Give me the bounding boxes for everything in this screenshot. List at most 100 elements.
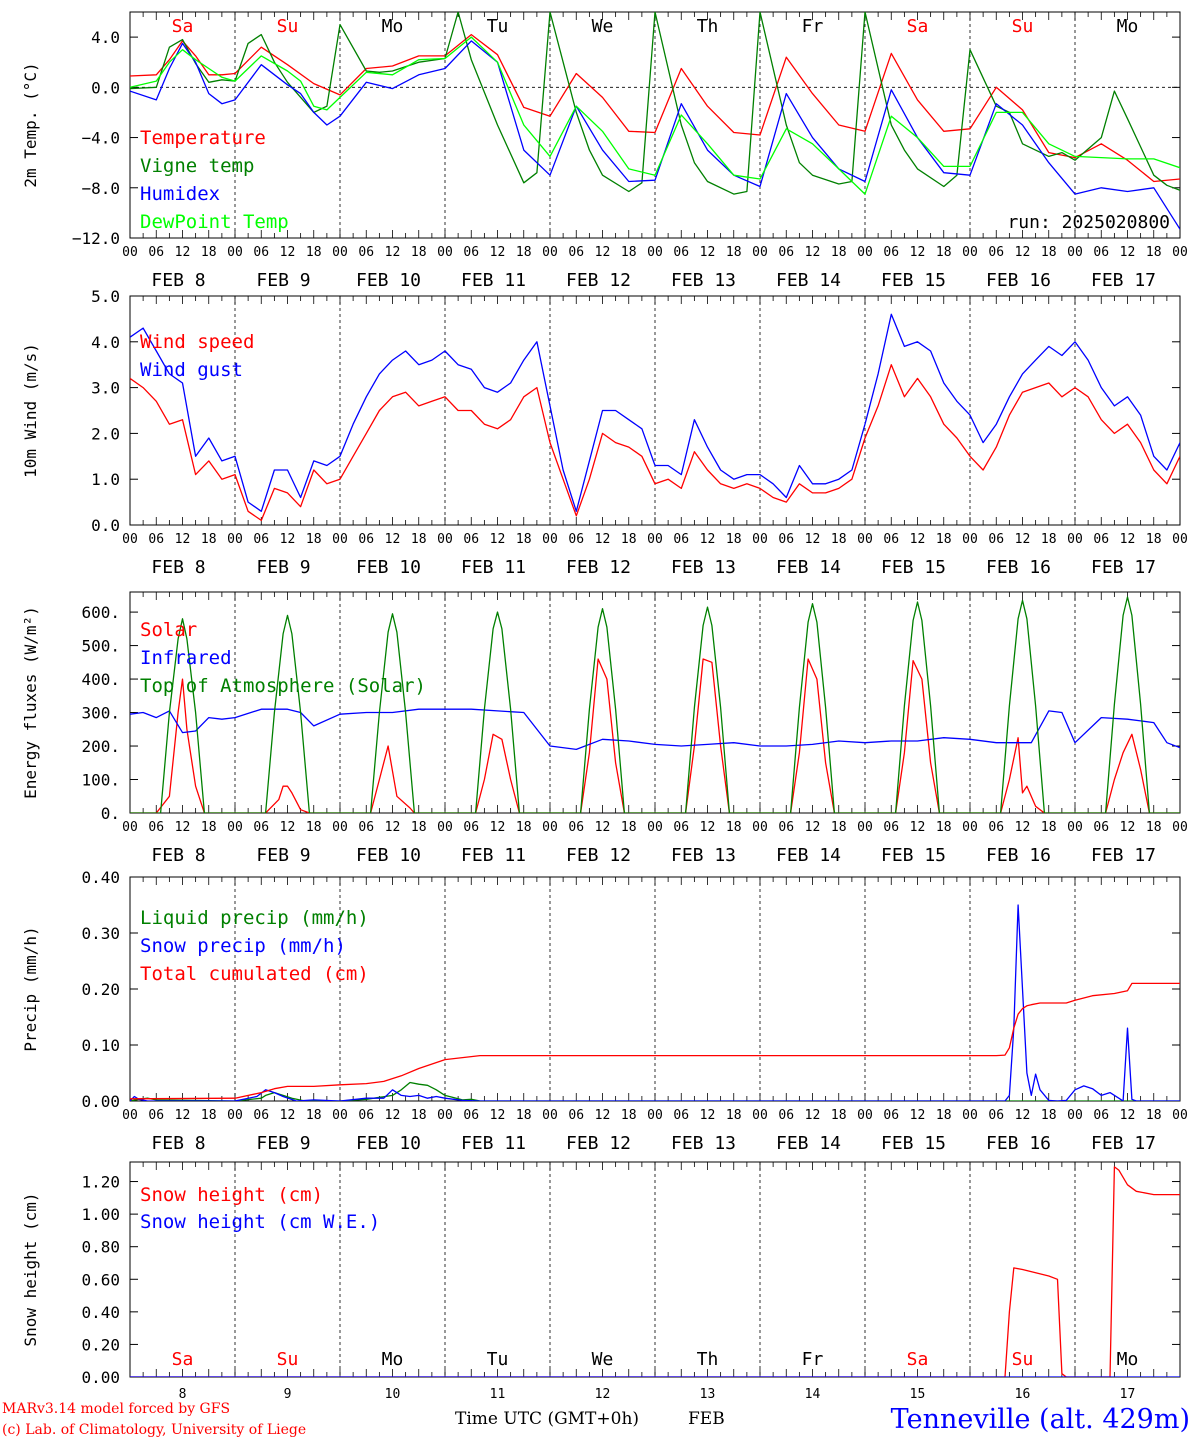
precip-hour-tick-label: 06 [883, 1108, 899, 1123]
temp-hour-tick-label: 00 [227, 245, 243, 260]
weekday-label: Tu [487, 16, 509, 37]
flux-date-label: FEB 17 [1091, 845, 1156, 866]
wind-hour-tick-label: 00 [542, 532, 558, 547]
precip-date-label: FEB 8 [151, 1133, 205, 1154]
precip-hour-tick-label: 00 [857, 1108, 873, 1123]
wind-hour-tick-label: 18 [726, 532, 742, 547]
precip-hour-tick-label: 12 [1015, 1108, 1031, 1123]
wind-y-tick-label: 3.0 [91, 379, 120, 398]
snow-y-tick-label: 0.00 [81, 1368, 120, 1387]
temp-hour-tick-label: 18 [1041, 245, 1057, 260]
flux-hour-tick-label: 00 [1067, 820, 1083, 835]
precip-hour-tick-label: 18 [831, 1108, 847, 1123]
flux-hour-tick-label: 12 [280, 820, 296, 835]
temp-series-vigne-temp [130, 12, 1180, 195]
temp-hour-tick-label: 12 [1120, 245, 1136, 260]
temp-series-dewpoint-temp [130, 36, 1180, 195]
flux-y-axis-label: Energy fluxes (W/m²) [21, 606, 40, 799]
flux-date-label: FEB 14 [776, 845, 841, 866]
snow-y-tick-label: 0.40 [81, 1303, 120, 1322]
wind-hour-tick-label: 06 [988, 532, 1004, 547]
flux-hour-tick-label: 18 [411, 820, 427, 835]
temp-hour-tick-label: 06 [253, 245, 269, 260]
snow-legend-entry: Snow height (cm W.E.) [140, 1211, 380, 1233]
temp-hour-tick-label: 06 [463, 245, 479, 260]
temp-hour-tick-label: 06 [358, 245, 374, 260]
temp-hour-tick-label: 00 [1172, 245, 1188, 260]
temp-hour-tick-label: 12 [385, 245, 401, 260]
precip-legend-entry: Total cumulated (cm) [140, 963, 369, 985]
flux-hour-tick-label: 06 [988, 820, 1004, 835]
weekday-label: Sa [907, 16, 929, 37]
temp-hour-tick-label: 00 [122, 245, 138, 260]
precip-date-label: FEB 13 [671, 1133, 736, 1154]
snow-weekday-label: Sa [907, 1349, 929, 1370]
temp-hour-tick-label: 00 [437, 245, 453, 260]
wind-hour-tick-label: 18 [831, 532, 847, 547]
flux-hour-tick-label: 00 [542, 820, 558, 835]
wind-hour-tick-label: 06 [358, 532, 374, 547]
flux-legend-entry: Solar [140, 619, 197, 641]
flux-hour-tick-label: 06 [568, 820, 584, 835]
precip-hour-tick-label: 06 [463, 1108, 479, 1123]
flux-hour-tick-label: 18 [621, 820, 637, 835]
precip-y-axis-label: Precip (mm/h) [21, 926, 40, 1051]
wind-hour-tick-label: 00 [857, 532, 873, 547]
temp-y-axis-label: 2m Temp. (°C) [21, 62, 40, 187]
temp-date-label: FEB 16 [986, 270, 1051, 291]
wind-hour-tick-label: 00 [1172, 532, 1188, 547]
flux-panel: 0. 100. 200. 300. 400. 500. 600. Energy fluxes … [21, 591, 1188, 866]
flux-y-tick-label: 0. [101, 804, 120, 823]
flux-hour-tick-label: 18 [1146, 820, 1162, 835]
precip-hour-tick-label: 12 [280, 1108, 296, 1123]
wind-legend-entry: Wind speed [140, 331, 254, 353]
temp-hour-tick-label: 18 [201, 245, 217, 260]
temp-hour-tick-label: 18 [726, 245, 742, 260]
wind-date-label: FEB 15 [881, 557, 946, 578]
snow-weekday-label: Tu [487, 1349, 509, 1370]
flux-hour-tick-label: 00 [437, 820, 453, 835]
precip-hour-tick-label: 18 [516, 1108, 532, 1123]
precip-y-tick-label: 0.40 [81, 868, 120, 887]
temp-hour-tick-label: 18 [936, 245, 952, 260]
flux-hour-tick-label: 18 [306, 820, 322, 835]
precip-hour-tick-label: 12 [910, 1108, 926, 1123]
flux-date-label: FEB 12 [566, 845, 631, 866]
snow-series-group [130, 1166, 1180, 1377]
precip-hour-tick-label: 00 [122, 1108, 138, 1123]
wind-hour-tick-label: 12 [1015, 532, 1031, 547]
flux-hour-tick-label: 00 [647, 820, 663, 835]
temp-hour-tick-label: 12 [700, 245, 716, 260]
temp-y-tick-label: 0.0 [91, 78, 120, 97]
wind-hour-tick-label: 06 [1093, 532, 1109, 547]
temp-legend-entry: Temperature [140, 127, 266, 149]
flux-hour-tick-label: 00 [752, 820, 768, 835]
flux-hour-tick-label: 00 [122, 820, 138, 835]
snow-y-tick-label: 1.20 [81, 1173, 120, 1192]
temp-date-label: FEB 11 [461, 270, 526, 291]
wind-hour-tick-label: 00 [122, 532, 138, 547]
weekday-label: Sa [172, 16, 194, 37]
flux-hour-tick-label: 12 [595, 820, 611, 835]
precip-legend-entry: Snow precip (mm/h) [140, 935, 346, 957]
flux-hour-tick-label: 06 [148, 820, 164, 835]
wind-hour-tick-label: 12 [910, 532, 926, 547]
precip-hour-tick-label: 06 [673, 1108, 689, 1123]
temp-legend-entry: DewPoint Temp [140, 211, 289, 233]
flux-hour-tick-label: 06 [253, 820, 269, 835]
temp-legend-entry: Humidex [140, 183, 220, 205]
run-label: run: 2025020800 [1007, 212, 1170, 233]
flux-series-top-of-atmosphere-solar- [130, 596, 1180, 813]
station-title: Tenneville (alt. 429m) [891, 1404, 1190, 1435]
precip-date-label: FEB 14 [776, 1133, 841, 1154]
flux-hour-tick-label: 12 [175, 820, 191, 835]
temp-hour-tick-label: 06 [1093, 245, 1109, 260]
wind-series-wind-gust [130, 313, 1180, 512]
precip-hour-tick-label: 06 [148, 1108, 164, 1123]
flux-hour-tick-label: 00 [857, 820, 873, 835]
flux-hour-tick-label: 00 [962, 820, 978, 835]
temp-hour-tick-label: 18 [411, 245, 427, 260]
wind-hour-tick-label: 00 [752, 532, 768, 547]
precip-date-label: FEB 12 [566, 1133, 631, 1154]
wind-hour-tick-label: 06 [883, 532, 899, 547]
